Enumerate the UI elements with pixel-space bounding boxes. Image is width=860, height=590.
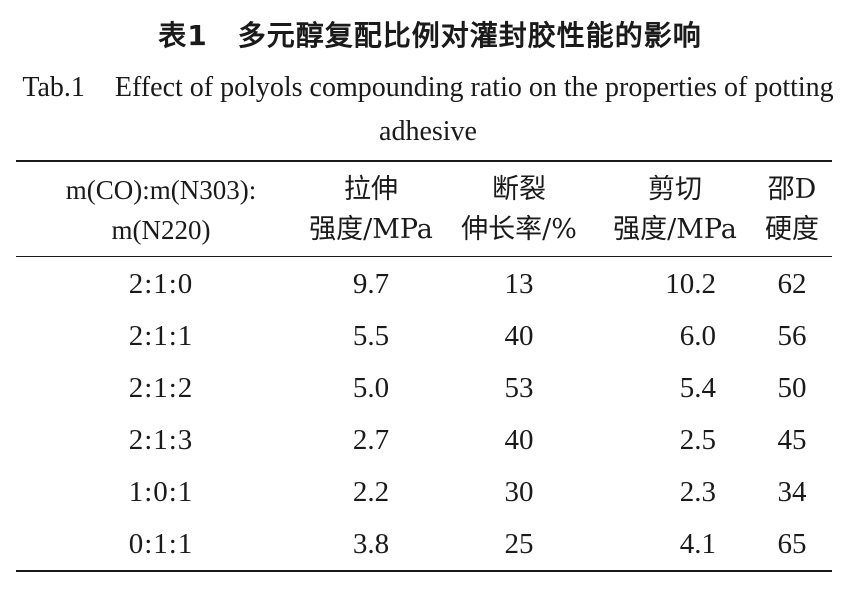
header-shear-strength: 剪切 强度/MPa — [604, 170, 746, 250]
cell-elongation: 40 — [504, 424, 534, 456]
cell-elongation: 25 — [504, 528, 534, 560]
table-title-chinese: 表1 多元醇复配比例对灌封胶性能的影响 — [0, 14, 860, 54]
cell-shear-strength: 6.0 — [679, 320, 716, 352]
cell-ratio: 1:0:1 — [128, 476, 194, 508]
cell-ratio: 0:1:1 — [128, 528, 194, 560]
table-row: 2:1:3 2.7 40 2.5 45 — [0, 414, 860, 466]
table-row: 2:1:2 5.0 53 5.4 50 — [0, 362, 860, 414]
cell-hardness: 34 — [777, 476, 807, 508]
header-ratio-line1: m(CO):m(N303): — [65, 175, 257, 205]
cell-elongation: 53 — [504, 372, 534, 404]
cell-elongation: 40 — [504, 320, 534, 352]
header-tensile-line1: 拉伸 — [344, 174, 398, 205]
cell-shear-strength: 4.1 — [679, 528, 716, 560]
cell-tensile-strength: 5.0 — [352, 372, 390, 404]
table-header-rule — [16, 256, 832, 257]
table-row: 2:1:1 5.5 40 6.0 56 — [0, 310, 860, 362]
table-title-text-cn: 多元醇复配比例对灌封胶性能的影响 — [237, 19, 702, 52]
cell-tensile-strength: 2.7 — [352, 424, 390, 456]
cell-elongation: 30 — [504, 476, 534, 508]
header-ratio-line2: m(N220) — [111, 215, 211, 245]
header-tensile-strength: 拉伸 强度/MPa — [300, 170, 442, 250]
cell-hardness: 45 — [777, 424, 807, 456]
header-shear-line2: 强度/MPa — [613, 214, 737, 245]
cell-hardness: 56 — [777, 320, 807, 352]
table-number-label-en: Tab.1 — [22, 72, 85, 103]
table-row: 1:0:1 2.2 30 2.3 34 — [0, 466, 860, 518]
cell-hardness: 62 — [777, 268, 807, 300]
cell-ratio: 2:1:2 — [128, 372, 194, 404]
cell-shear-strength: 2.5 — [679, 424, 716, 456]
header-hardness-line2: 硬度 — [765, 214, 819, 245]
cell-ratio: 2:1:3 — [128, 424, 194, 456]
header-tensile-line2: 强度/MPa — [309, 214, 433, 245]
cell-tensile-strength: 5.5 — [352, 320, 390, 352]
cell-tensile-strength: 9.7 — [352, 268, 390, 300]
cell-shear-strength: 2.3 — [679, 476, 716, 508]
cell-hardness: 65 — [777, 528, 807, 560]
table-title-text-en: Effect of polyols compounding ratio on t… — [114, 72, 834, 147]
table-top-rule — [16, 160, 832, 162]
cell-ratio: 2:1:0 — [128, 268, 194, 300]
table-number-label-cn: 表1 — [158, 19, 208, 52]
header-hardness-line1: 邵D — [767, 174, 817, 205]
cell-shear-strength: 10.2 — [665, 268, 716, 300]
cell-tensile-strength: 3.8 — [352, 528, 390, 560]
header-shore-d-hardness: 邵D 硬度 — [752, 170, 832, 250]
table-row: 2:1:0 9.7 13 10.2 62 — [0, 258, 860, 310]
table-bottom-rule — [16, 570, 832, 572]
header-elongation-at-break: 断裂 伸长率/% — [448, 170, 590, 250]
cell-shear-strength: 5.4 — [679, 372, 716, 404]
cell-elongation: 13 — [504, 268, 534, 300]
table-title-english: Tab.1 Effect of polyols compounding ratio… — [18, 66, 838, 154]
cell-hardness: 50 — [777, 372, 807, 404]
header-shear-line1: 剪切 — [648, 174, 702, 205]
header-elongation-line1: 断裂 — [492, 174, 546, 205]
header-elongation-line2: 伸长率/% — [461, 214, 577, 245]
cell-tensile-strength: 2.2 — [352, 476, 390, 508]
header-ratio: m(CO):m(N303): m(N220) — [16, 170, 306, 250]
cell-ratio: 2:1:1 — [128, 320, 194, 352]
table-row: 0:1:1 3.8 25 4.1 65 — [0, 518, 860, 570]
